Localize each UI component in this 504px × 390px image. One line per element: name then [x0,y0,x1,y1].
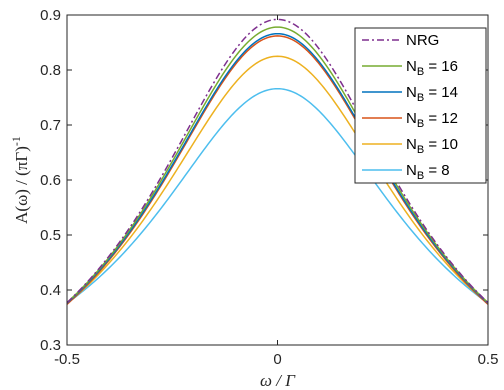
ticks-layer: 0.3 0.4 0.5 0.6 0.7 0.8 0.9 -0.5 0 0.5 [40,7,498,368]
y-tick-label: 0.7 [40,117,61,134]
x-axis-label: ω / Γ [260,371,296,390]
x-tick-label: 0 [273,351,281,368]
y-tick-label: 0.8 [40,62,61,79]
legend-label: NB = 14 [406,84,458,104]
legend-label: NB = 12 [406,110,458,130]
x-tick-label: -0.5 [54,351,80,368]
legend-label: NB = 16 [406,58,458,78]
series-line-1 [66,26,489,304]
series-line-5 [66,87,489,304]
y-axis-label-sup: -1 [9,136,23,146]
series-line-0 [66,18,489,304]
series-layer [66,18,489,305]
series-line-4 [66,55,489,305]
y-axis-label-main: A(ω) / (πΓ) [12,146,31,224]
legend-label: NB = 10 [406,136,458,156]
legend: NRG NB = 16 NB = 14 NB = 12 NB = 10 NB = 8 [354,27,487,184]
y-tick-label: 0.6 [40,172,61,189]
legend-label: NRG [406,32,439,49]
legend-label: NB = 8 [406,162,450,182]
y-tick-label: 0.9 [40,7,61,24]
legend-box [354,27,487,184]
series-line-2 [66,32,489,304]
y-axis-label: A(ω) / (πΓ)-1 [9,136,31,224]
y-tick-label: 0.4 [40,282,61,299]
series-line-3 [66,35,489,305]
y-tick-label: 0.3 [40,337,61,354]
y-tick-label: 0.5 [40,227,61,244]
x-tick-label: 0.5 [478,351,499,368]
